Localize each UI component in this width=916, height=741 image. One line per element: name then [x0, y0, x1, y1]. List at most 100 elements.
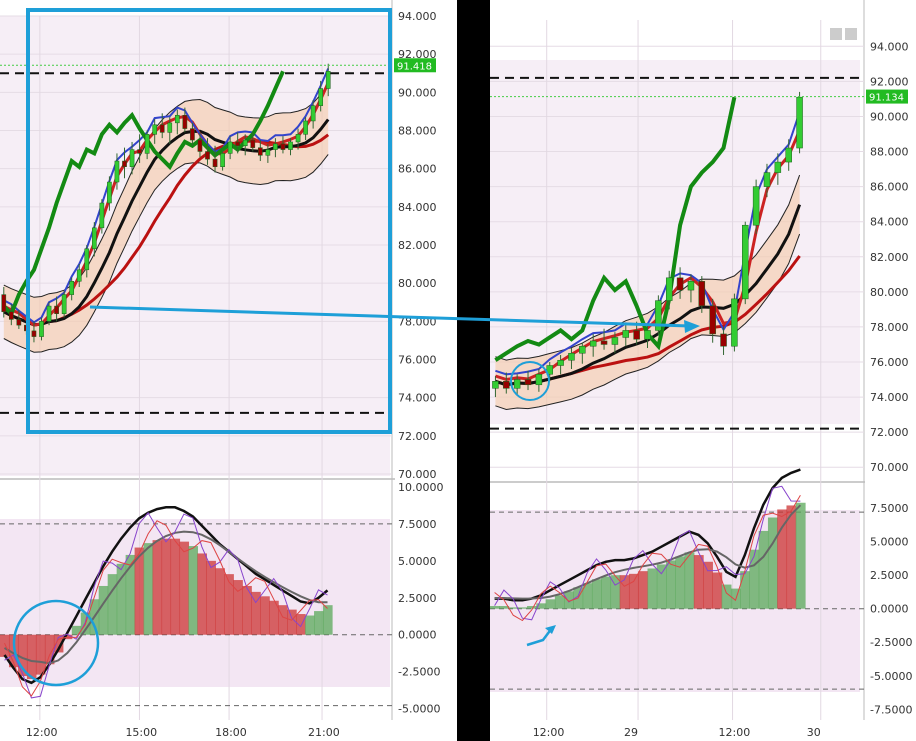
candle-body: [676, 277, 684, 291]
candle-body: [144, 134, 150, 154]
histogram-bar: [233, 580, 243, 635]
candle-body: [76, 269, 82, 282]
candle-body: [8, 311, 14, 320]
histogram-bar: [197, 553, 207, 635]
histogram-bar: [628, 573, 639, 609]
panel-divider: [457, 0, 490, 741]
candle-body: [197, 139, 203, 152]
annotation-circle-right-price: [510, 361, 550, 401]
y-tick-label: 10.0000: [398, 481, 444, 494]
histogram-bar: [675, 556, 686, 609]
y-tick-label: 80.000: [398, 277, 437, 290]
candle-body: [257, 147, 263, 156]
y-tick-label: 76.000: [398, 354, 437, 367]
candle-body: [137, 149, 142, 154]
y-tick-label: -5.0000: [870, 670, 912, 683]
y-tick-label: 0.0000: [398, 629, 437, 642]
candle-body: [91, 227, 97, 250]
candle-body: [242, 139, 248, 147]
y-tick-label: 7.5000: [398, 518, 437, 531]
histogram-bar: [152, 540, 163, 635]
fast-line-2: [494, 494, 801, 622]
last-price-tag: 91.134: [866, 89, 908, 104]
candle-body: [190, 128, 195, 141]
histogram-bar: [296, 614, 306, 635]
tenkan-line: [3, 68, 330, 324]
down-arrow-icon[interactable]: [845, 28, 857, 40]
candle-body: [644, 330, 651, 340]
candle-body: [227, 141, 233, 154]
histogram-bar: [224, 574, 234, 635]
histogram-bar: [53, 634, 64, 653]
candle-body: [503, 381, 510, 389]
histogram-bar: [179, 541, 190, 635]
y-tick-label: 74.000: [870, 391, 909, 404]
histogram-bar: [71, 625, 82, 635]
y-tick-label: -2.5000: [870, 636, 912, 649]
right-oscillator-chart: 7.5000 5.0000 2.5000 0.0000 -2.5000 -5.0000 -7…: [490, 468, 912, 716]
left-price-chart: 94.000 92.000 90.000 88.000 86.000 84.000 82.0…: [0, 10, 437, 739]
candle-body: [288, 141, 293, 150]
candle-body: [611, 337, 619, 345]
candle-body: [280, 143, 286, 150]
candle-body: [16, 319, 22, 326]
candle-body: [273, 143, 278, 150]
annotation-arrow-line: [89, 305, 691, 328]
candle-body: [295, 134, 301, 143]
lagging-span-line: [2, 70, 285, 318]
histogram-bar: [134, 547, 145, 635]
histogram-bar: [758, 530, 769, 609]
y-tick-label: 90.000: [870, 110, 909, 123]
candle-body: [122, 160, 127, 168]
candle-body: [303, 120, 308, 135]
x-tick-label: 15:00: [125, 726, 157, 739]
histogram-bar: [527, 606, 537, 609]
envelope-lower-line: [495, 233, 801, 411]
y-tick-label: 7.5000: [870, 502, 909, 515]
y-tick-label: 88.000: [870, 146, 909, 159]
histogram-bar: [107, 574, 118, 635]
histogram-bar: [278, 605, 288, 635]
candle-body: [579, 345, 586, 354]
candle-body: [633, 330, 640, 340]
histogram-bar: [703, 561, 713, 609]
y-tick-label: 5.0000: [870, 536, 909, 549]
y-tick-label: 92.000: [398, 48, 437, 61]
histogram-bar: [161, 538, 172, 635]
histogram-bar: [323, 605, 333, 635]
histogram-bar: [517, 607, 528, 609]
annotation-small-arrow: [526, 627, 553, 647]
last-price-label: 91.134: [869, 93, 904, 104]
histogram-bar: [44, 634, 55, 665]
candle-body: [796, 96, 803, 149]
candle-body: [546, 365, 553, 375]
histogram-bar: [619, 575, 630, 609]
last-price-tag-bg: [866, 89, 908, 104]
candle-body: [535, 374, 543, 386]
candle-body: [152, 124, 158, 135]
histogram-bar: [251, 591, 261, 635]
histogram-bar: [206, 560, 216, 635]
histogram-bar: [656, 564, 667, 609]
y-tick-label: 70.000: [398, 468, 437, 481]
candle-body: [698, 281, 706, 307]
candle-body: [731, 298, 738, 347]
up-arrow-icon[interactable]: [830, 28, 842, 40]
histogram-bar: [647, 568, 658, 609]
x-tick-label: 18:00: [215, 726, 247, 739]
momentum-line: [3, 506, 329, 685]
histogram-bar: [777, 509, 788, 609]
last-price-label: 91.418: [397, 61, 432, 72]
histogram-bar: [767, 517, 778, 609]
histogram-bar: [188, 546, 199, 635]
histogram-bar: [564, 591, 574, 609]
candle-body: [665, 277, 673, 301]
histogram-bar: [98, 585, 109, 635]
y-tick-label: 86.000: [870, 181, 909, 194]
histogram-bar: [582, 583, 593, 609]
candle-body: [159, 124, 165, 133]
candle-body: [220, 153, 225, 168]
histogram-bar: [721, 584, 732, 609]
x-tick-label: 21:00: [308, 726, 340, 739]
histogram-bar: [125, 554, 136, 635]
